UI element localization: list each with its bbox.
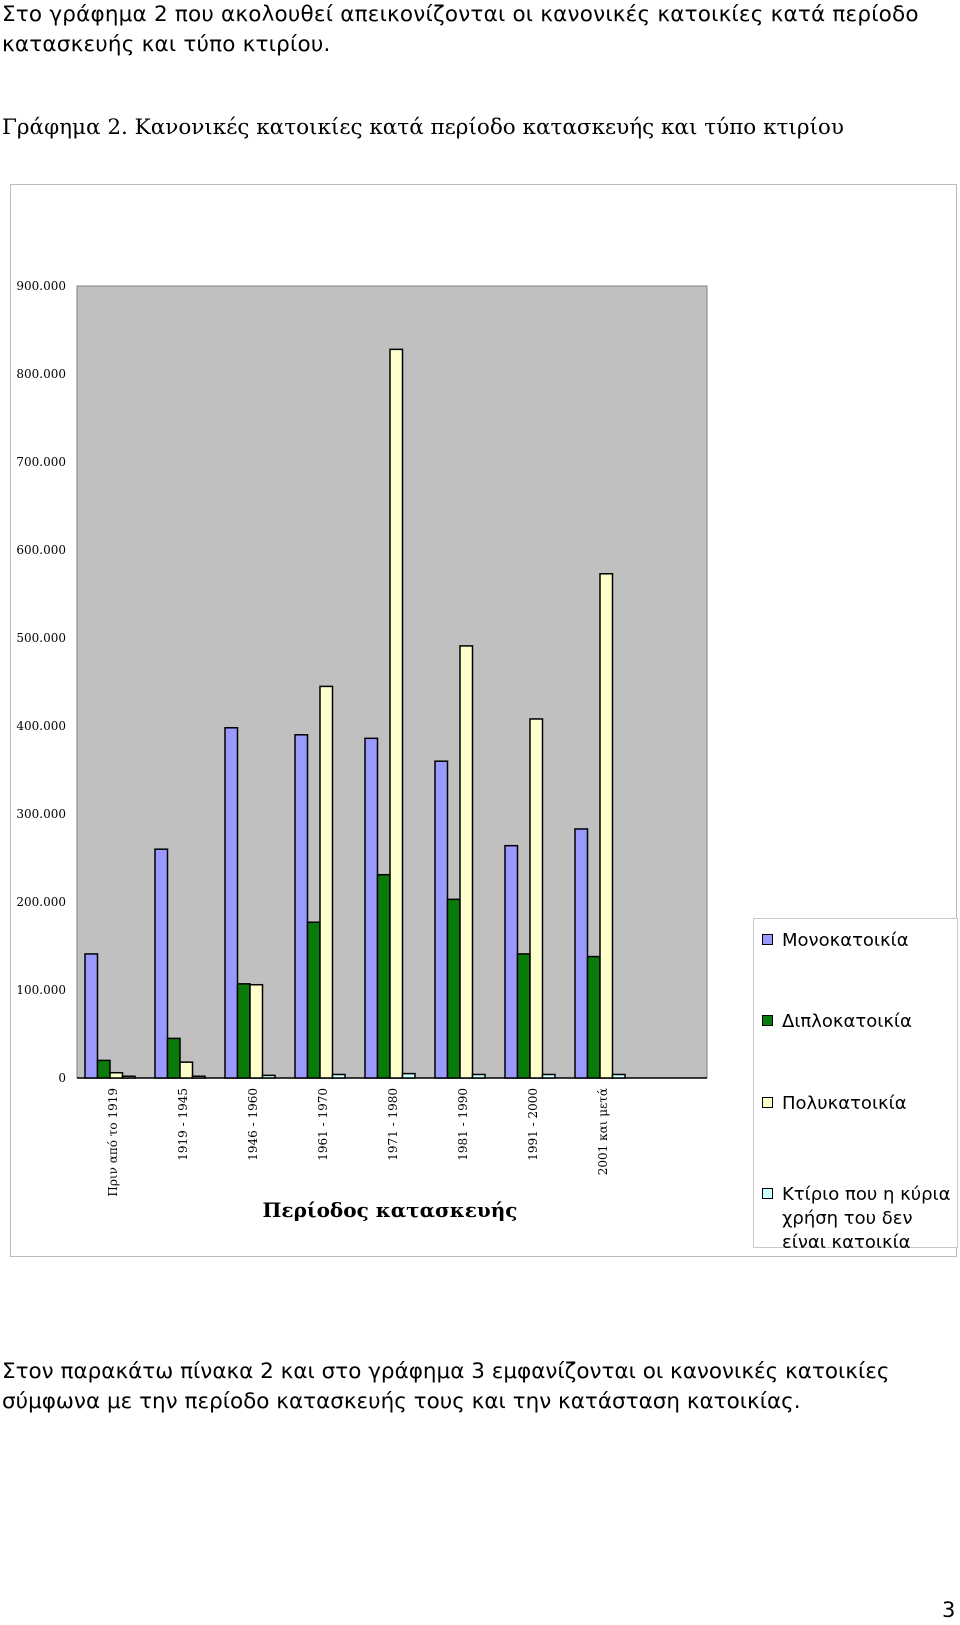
- bar: [331, 1073, 346, 1079]
- bar: [294, 734, 309, 1079]
- x-tick-label: 1919 - 1945: [176, 1088, 190, 1161]
- x-axis-label: Περίοδος κατασκευής: [263, 1198, 518, 1222]
- bar: [191, 1075, 206, 1079]
- intro-paragraph: Στο γράφημα 2 που ακολουθεί απεικονίζοντ…: [2, 0, 952, 60]
- legend-label: Κτίριο που η κύρια χρήση του δεν είναι κ…: [782, 1184, 951, 1253]
- bar: [516, 953, 531, 1079]
- bar: [121, 1075, 136, 1079]
- bar: [249, 983, 264, 1079]
- bar: [541, 1073, 556, 1079]
- intro-line-1: Στο γράφημα 2 που ακολουθεί απεικονίζοντ…: [2, 2, 919, 27]
- y-tick-label: 600.000: [16, 543, 66, 557]
- legend-swatch: [762, 1015, 773, 1026]
- bar: [599, 573, 614, 1079]
- legend-label: Διπλοκατοικία: [782, 1011, 912, 1032]
- page-number: 3: [942, 1598, 956, 1622]
- legend-label: Πολυκατοικία: [782, 1093, 907, 1114]
- bar: [96, 1059, 111, 1079]
- intro-line-2: κατασκευής και τύπο κτιρίου.: [2, 32, 331, 57]
- y-axis: 0 100.000 200.000 300.000 400.000 500.000 600.…: [16, 279, 66, 1085]
- x-tick-label: 2001 και μετά: [596, 1088, 610, 1175]
- chart-svg: 0 100.000 200.000 300.000 400.000 500.000 600.…: [16, 279, 708, 1222]
- bar: [261, 1074, 276, 1079]
- legend-swatch: [762, 934, 773, 945]
- bar: [471, 1073, 486, 1079]
- bar: [529, 718, 544, 1079]
- x-tick-label: 1981 - 1990: [456, 1088, 470, 1161]
- outro-line-1: Στον παρακάτω πίνακα 2 και στο γράφημα 3…: [2, 1359, 890, 1384]
- x-tick-label: 1946 - 1960: [246, 1088, 260, 1161]
- bar: [154, 848, 169, 1079]
- bars: [84, 348, 626, 1079]
- bar: [586, 955, 601, 1079]
- bar: [364, 737, 379, 1079]
- y-tick-label: 0: [58, 1071, 66, 1085]
- bar: [179, 1061, 194, 1079]
- bar: [434, 760, 449, 1079]
- y-tick-label: 700.000: [16, 455, 66, 469]
- bar: [574, 828, 589, 1079]
- legend-label: Μονοκατοικία: [782, 930, 909, 951]
- x-tick-label: 1971 - 1980: [386, 1088, 400, 1161]
- chart-heading: Γράφημα 2. Κανονικές κατοικίες κατά περί…: [2, 115, 844, 140]
- legend-swatch: [762, 1188, 773, 1199]
- legend: Μονοκατοικία Διπλοκατοικία Πολυκατοικία Κτί…: [753, 918, 958, 1253]
- y-tick-label: 400.000: [16, 719, 66, 733]
- bar: [504, 844, 519, 1079]
- bar: [376, 873, 391, 1079]
- bar: [389, 348, 404, 1079]
- y-tick-label: 200.000: [16, 895, 66, 909]
- outro-paragraph: Στον παρακάτω πίνακα 2 και στο γράφημα 3…: [2, 1357, 952, 1417]
- legend-swatch: [762, 1097, 773, 1108]
- bar: [459, 645, 474, 1079]
- bar: [109, 1071, 124, 1079]
- x-tick-label: Πριν από το 1919: [106, 1088, 120, 1197]
- bar: [446, 898, 461, 1079]
- bar: [306, 921, 321, 1079]
- y-tick-label: 800.000: [16, 367, 66, 381]
- bar: [224, 727, 239, 1079]
- x-tick-label: 1961 - 1970: [316, 1088, 330, 1161]
- x-axis: Πριν από το 1919 1919 - 1945 1946 - 1960 19…: [106, 1088, 610, 1197]
- y-tick-label: 500.000: [16, 631, 66, 645]
- bar: [166, 1037, 181, 1079]
- x-tick-label: 1991 - 2000: [526, 1088, 540, 1161]
- bar: [236, 983, 251, 1079]
- chart-frame: [10, 184, 957, 1257]
- y-tick-label: 100.000: [16, 983, 66, 997]
- y-tick-label: 300.000: [16, 807, 66, 821]
- bar: [84, 953, 99, 1079]
- bar: [401, 1072, 416, 1079]
- y-tick-label: 900.000: [16, 279, 66, 293]
- outro-line-2: σύμφωνα με την περίοδο κατασκευής τους κ…: [2, 1389, 801, 1414]
- bar: [319, 685, 334, 1079]
- bar: [611, 1073, 626, 1079]
